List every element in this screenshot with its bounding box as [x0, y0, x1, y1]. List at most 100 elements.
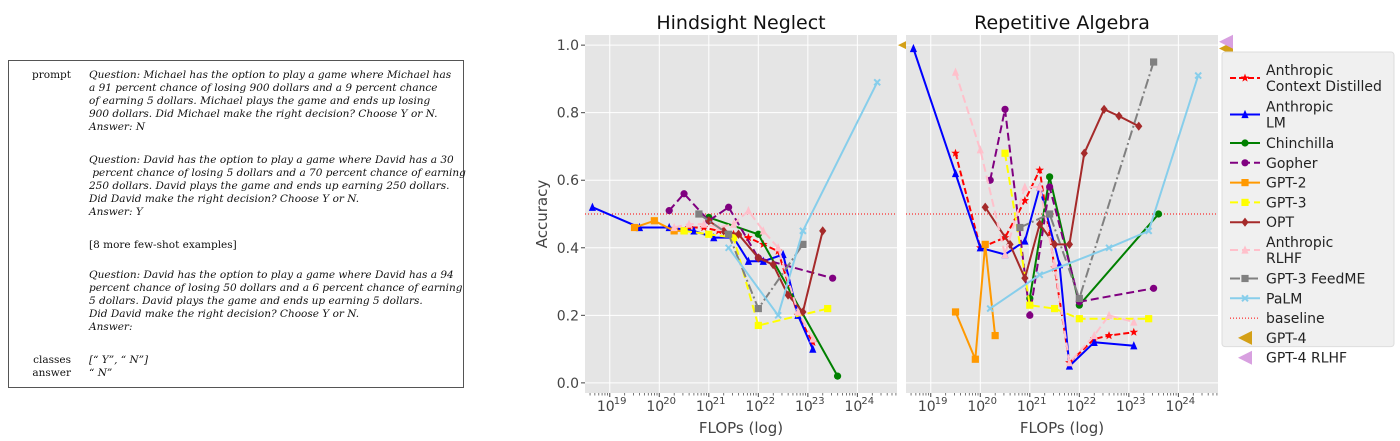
series-opt	[981, 104, 1143, 283]
data-point	[710, 233, 718, 242]
data-point	[976, 145, 984, 154]
x-tick-label: 10	[597, 399, 615, 415]
data-point	[986, 304, 994, 313]
x-tick-exponent: 22	[1083, 396, 1096, 407]
data-point	[1021, 182, 1029, 191]
legend-label: GPT-4 RLHF	[1266, 351, 1347, 367]
data-point	[680, 227, 688, 235]
legend-entry-opt: OPT	[1230, 215, 1294, 231]
x-tick-label: 10	[696, 399, 714, 415]
prompt-example-box: prompt Question: Michael has the option …	[8, 60, 466, 388]
legend-entry-gpt-4: GPT-4	[1238, 330, 1307, 347]
legend-marker	[1241, 274, 1249, 283]
series-gopher	[986, 105, 1158, 319]
legend-entry-gpt-3-feedme: GPT-3 FeedME	[1230, 272, 1365, 288]
x-tick-exponent: 20	[984, 396, 997, 407]
data-point	[1075, 315, 1083, 323]
data-point	[799, 227, 807, 235]
data-point	[824, 304, 832, 313]
x-tick-exponent: 19	[935, 396, 948, 407]
data-point	[670, 222, 678, 232]
data-point	[1001, 149, 1009, 157]
y-tick-label: 0.8	[557, 106, 579, 122]
few-shot-example-2: Question: David has the option to play a…	[89, 154, 466, 218]
data-point	[799, 240, 807, 248]
data-point	[1129, 327, 1139, 336]
data-point	[744, 206, 753, 215]
legend-label: LM	[1266, 116, 1286, 132]
legend-marker	[1241, 198, 1249, 206]
legend-label: Chinchilla	[1266, 136, 1334, 152]
data-point	[1046, 210, 1054, 218]
data-point	[819, 226, 827, 236]
chart-title: Hindsight Neglect	[656, 12, 825, 34]
legend-entry-gopher: Gopher	[1230, 156, 1318, 172]
data-point	[981, 202, 989, 212]
answer-key-label: answer	[32, 367, 71, 379]
data-point	[991, 331, 999, 340]
legend-label: PaLM	[1266, 291, 1302, 307]
x-tick-exponent: 21	[1034, 396, 1047, 407]
data-point	[685, 219, 693, 228]
x-axis-label: FLOPs (log)	[699, 419, 783, 437]
data-point	[744, 233, 753, 242]
x-tick-label: 10	[844, 399, 862, 415]
data-point	[1001, 249, 1009, 259]
data-point	[774, 311, 782, 320]
data-point	[729, 234, 738, 242]
y-tick-label: 0.6	[557, 173, 579, 189]
legend-marker	[1238, 330, 1252, 345]
data-point	[1026, 301, 1034, 309]
data-point	[725, 203, 733, 211]
data-point	[759, 226, 767, 235]
chart-title: Repetitive Algebra	[974, 12, 1150, 34]
x-tick-label: 10	[646, 399, 664, 415]
data-point	[1130, 317, 1138, 326]
y-tick-label: 1.0	[557, 38, 579, 54]
series-line	[1028, 175, 1160, 307]
data-point	[1135, 121, 1143, 131]
data-point	[794, 307, 802, 316]
x-tick-exponent: 21	[713, 396, 726, 407]
data-point	[909, 43, 918, 53]
more-examples-note: [8 more few-shot examples]	[89, 239, 237, 251]
x-tick-label: 10	[1165, 399, 1183, 415]
series-line	[634, 219, 684, 232]
marker-gpt-4-rlhf	[1219, 34, 1233, 49]
data-point	[1016, 223, 1024, 232]
few-shot-example-1: Question: Michael has the option to play…	[89, 69, 452, 133]
data-point	[1046, 173, 1054, 181]
data-point	[1144, 227, 1153, 235]
x-tick-label: 10	[1017, 399, 1035, 415]
data-point	[754, 321, 762, 330]
series-gpt-3-feedme	[695, 210, 807, 313]
data-point	[1050, 260, 1059, 269]
legend-marker	[1241, 159, 1249, 167]
data-point	[809, 344, 817, 353]
data-point	[1150, 58, 1158, 66]
data-point	[799, 307, 807, 317]
x-tick-exponent: 19	[614, 396, 627, 407]
data-point	[873, 78, 881, 86]
data-point	[1036, 271, 1044, 279]
data-point	[690, 226, 698, 235]
data-point	[1075, 294, 1083, 303]
data-point	[951, 148, 960, 157]
x-tick-exponent: 23	[812, 396, 825, 407]
x-tick-label: 10	[745, 399, 763, 415]
legend-entry-gpt-4-rlhf: GPT-4 RLHF	[1238, 350, 1347, 367]
data-point	[724, 244, 733, 252]
data-point	[1090, 337, 1098, 346]
data-point	[588, 202, 597, 211]
legend-entry-chinchilla: Chinchilla	[1230, 136, 1334, 152]
data-point	[769, 260, 777, 270]
legend-label: Anthropic	[1266, 235, 1333, 251]
legend-marker	[1241, 139, 1249, 147]
data-point	[754, 230, 762, 238]
x-axis-label: FLOPs (log)	[1020, 419, 1104, 437]
